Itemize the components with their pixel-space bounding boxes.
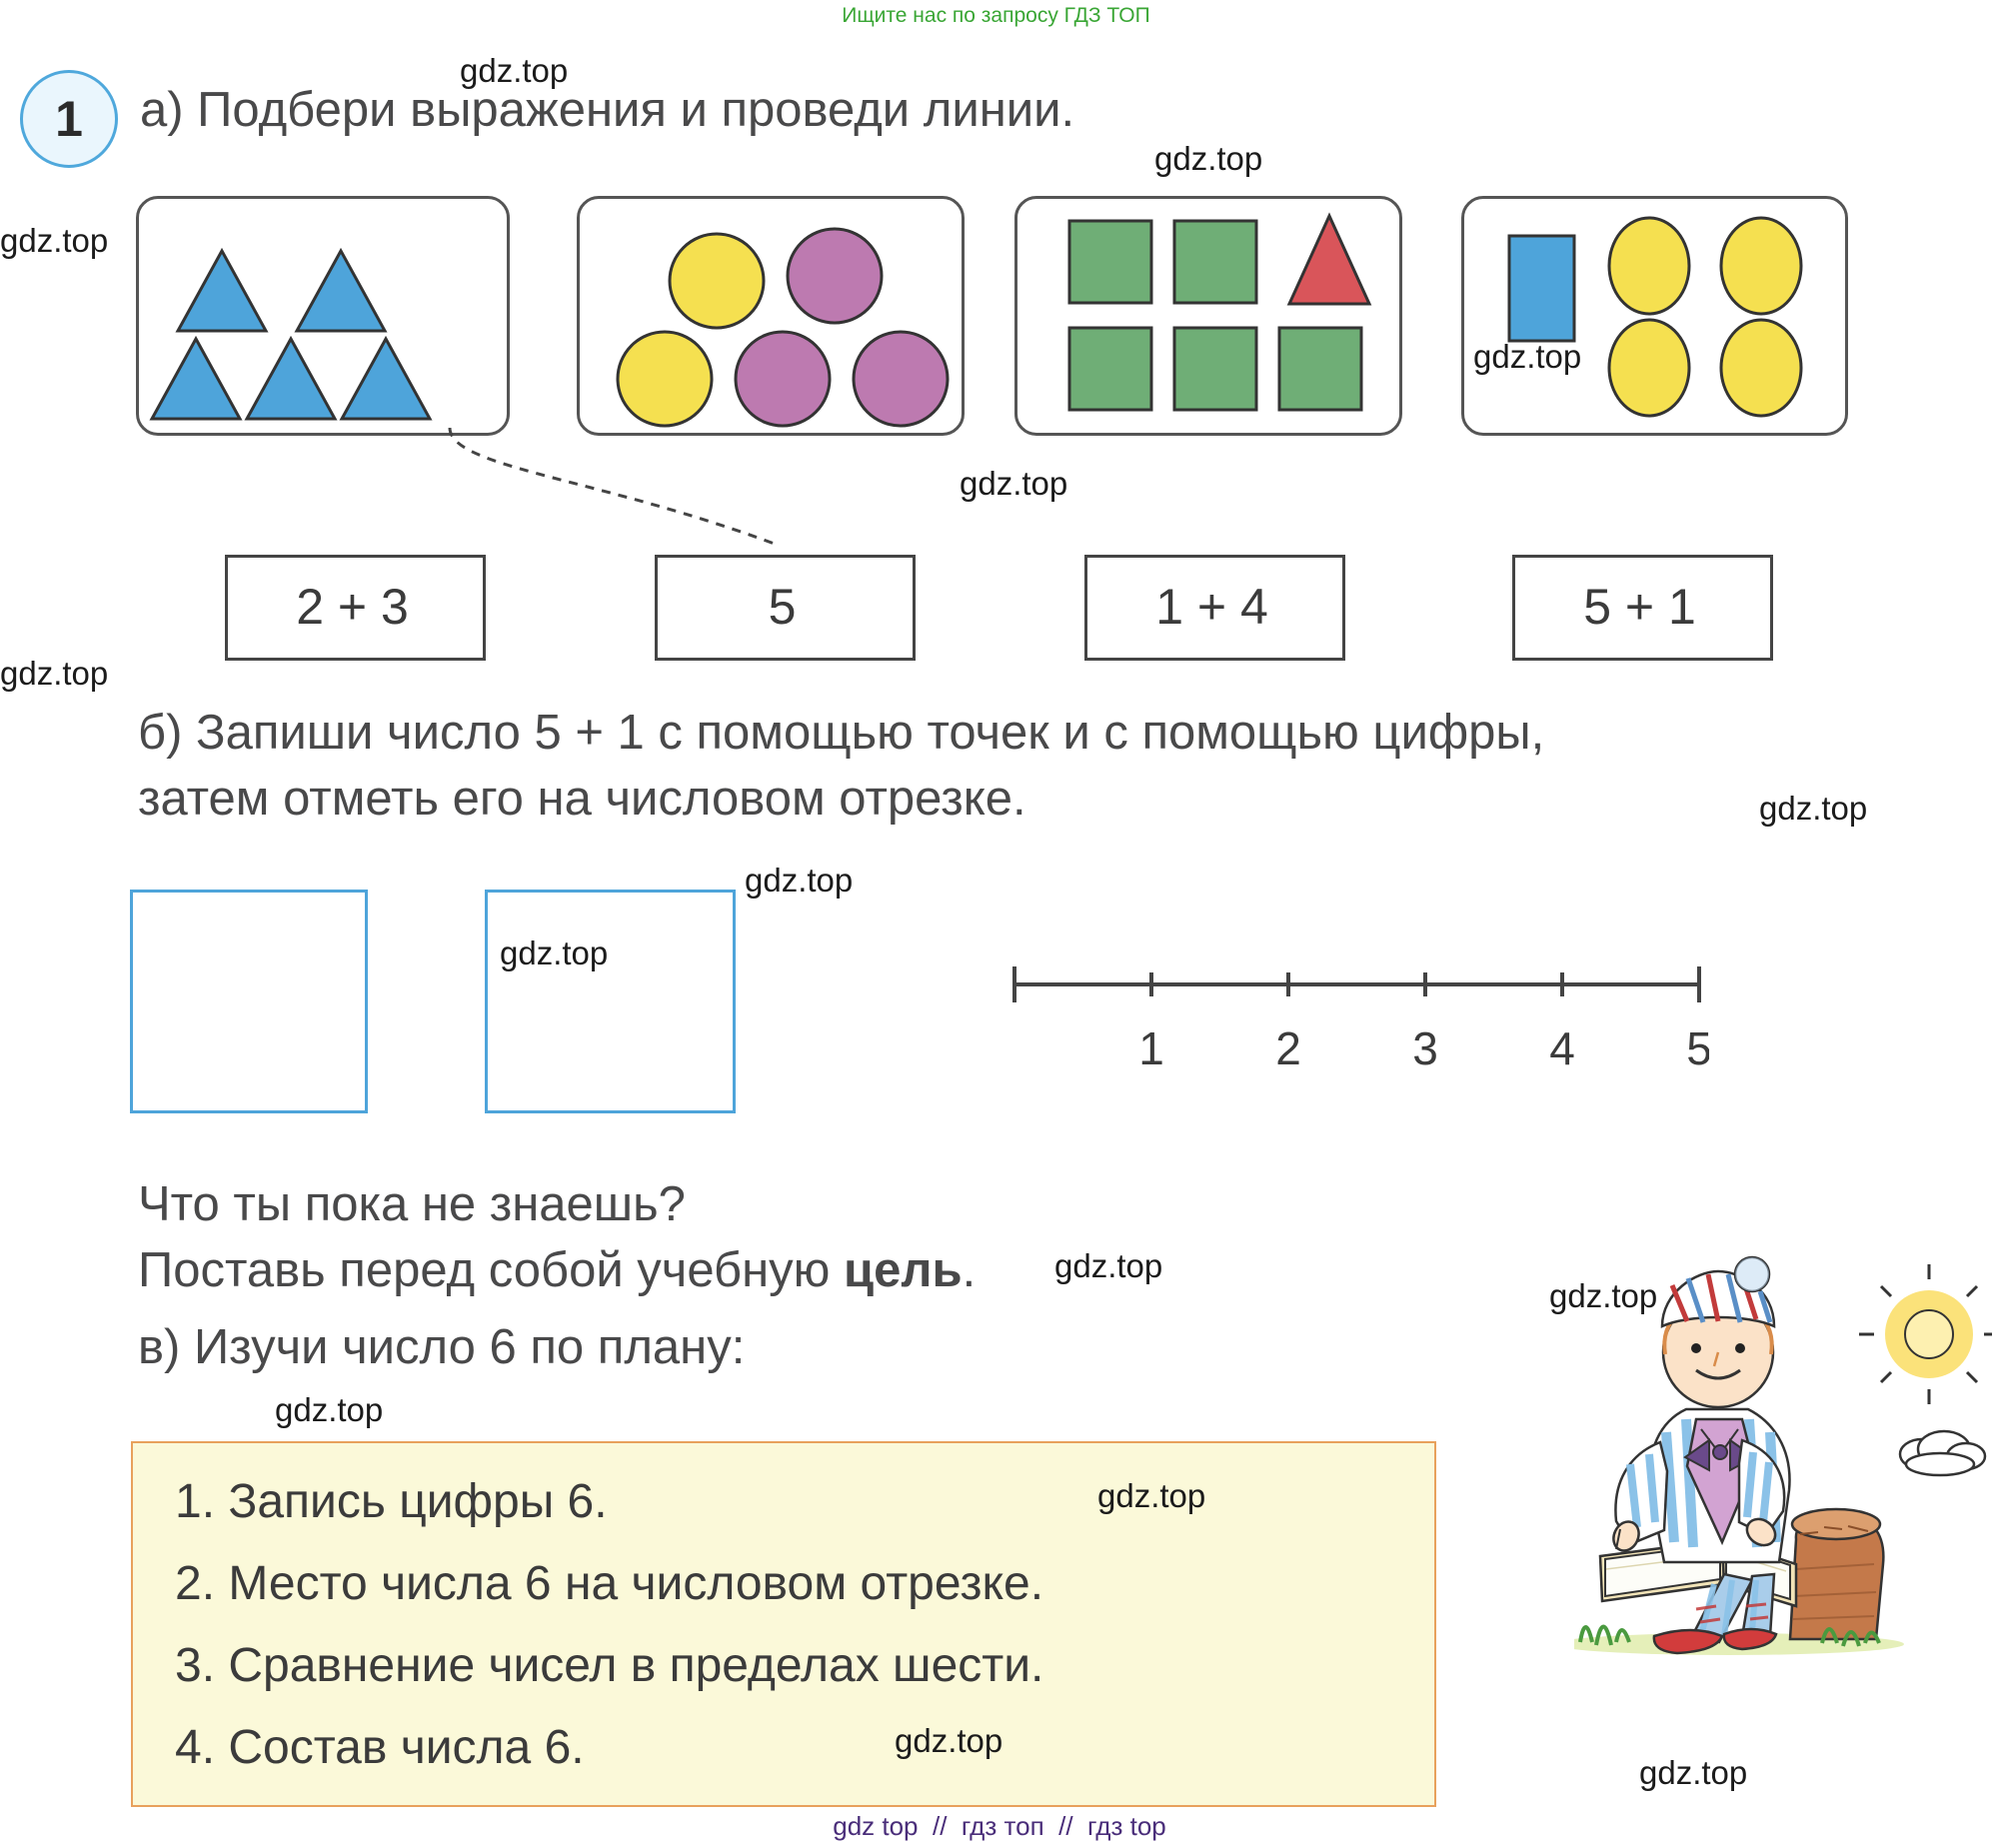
svg-text:1: 1	[1138, 1022, 1164, 1074]
svg-text:5: 5	[1686, 1022, 1709, 1074]
svg-text:2: 2	[1275, 1022, 1301, 1074]
svg-text:4: 4	[1549, 1022, 1575, 1074]
svg-text:3: 3	[1412, 1022, 1438, 1074]
